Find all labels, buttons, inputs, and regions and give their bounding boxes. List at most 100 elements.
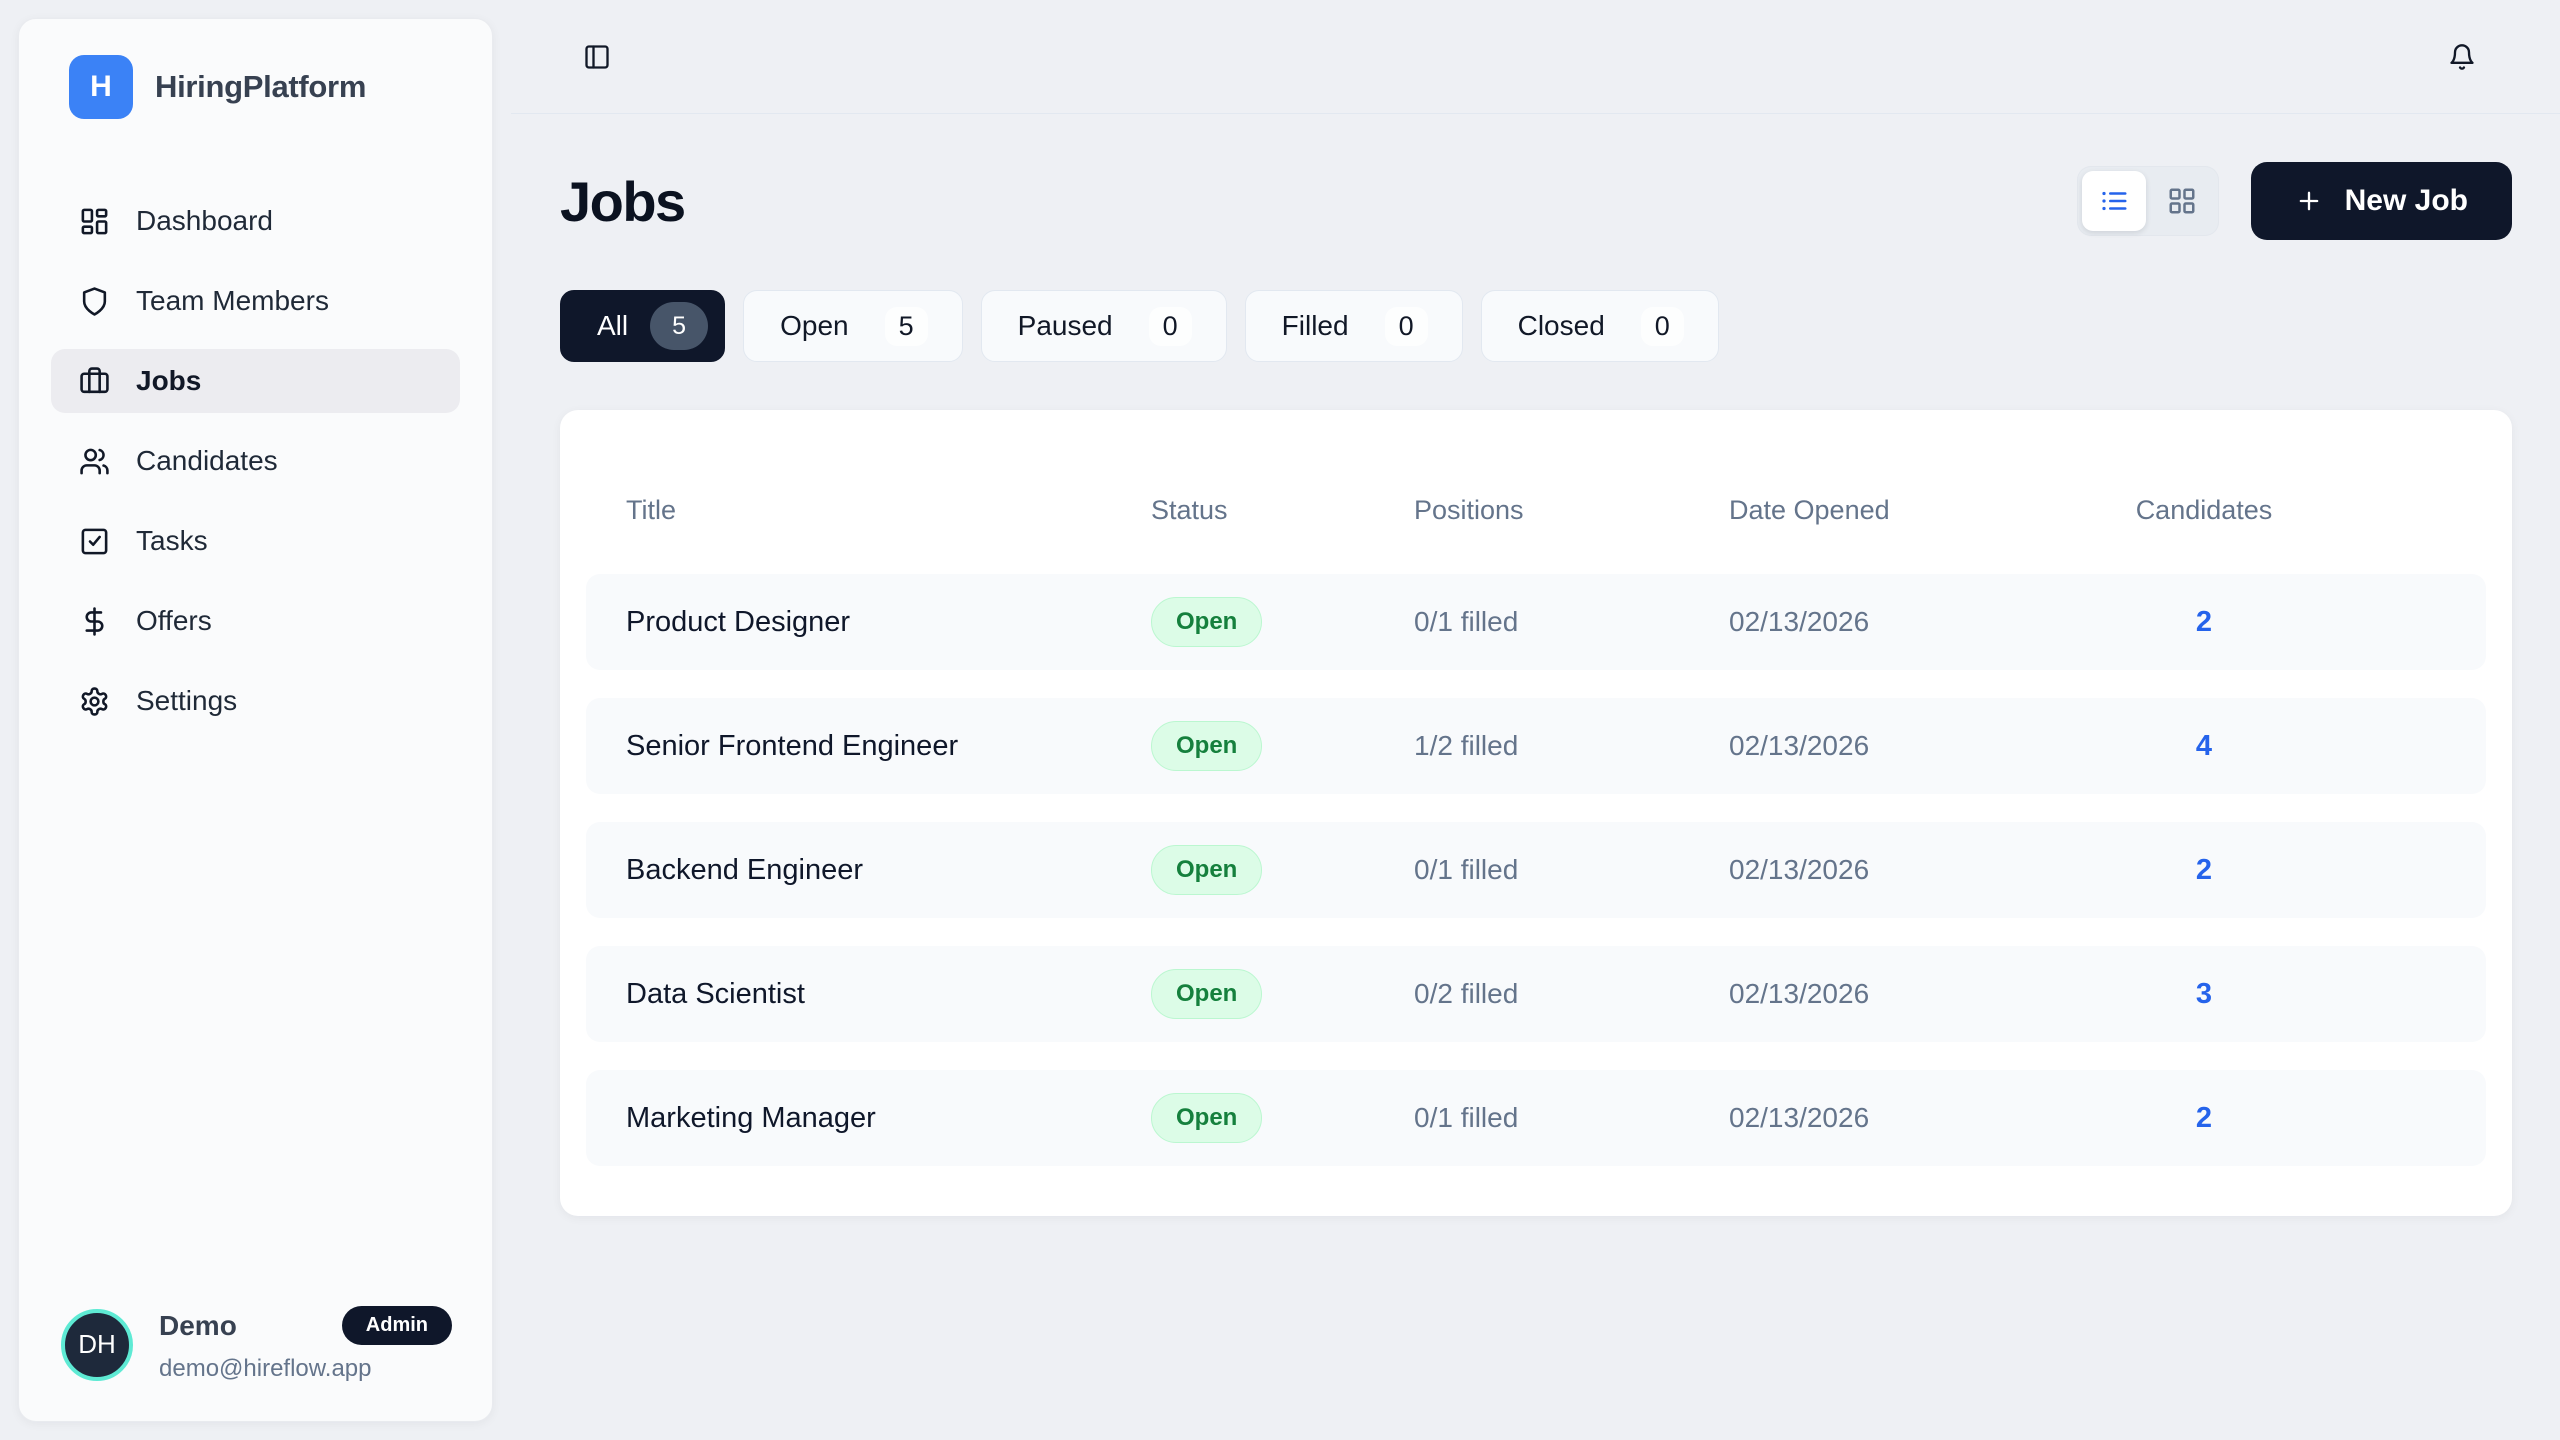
sidebar-item-label: Tasks — [136, 525, 208, 556]
jobs-table-card: Title Status Positions Date Opened Candidate… — [560, 410, 2512, 1216]
sidebar-item-offers[interactable]: Offers — [51, 589, 460, 653]
sidebar-nav: Dashboard Team Members Jobs Candidates T… — [51, 189, 460, 733]
main-area: Jobs New Job — [511, 0, 2560, 1440]
brand: H HiringPlatform — [51, 55, 460, 119]
user-email: demo@hireflow.app — [159, 1355, 372, 1382]
dollar-icon — [79, 606, 110, 637]
user-section[interactable]: DH Demo Admin demo@hireflow.app — [51, 1296, 460, 1385]
sidebar: H HiringPlatform Dashboard Team Members … — [18, 18, 493, 1422]
filter-all[interactable]: All 5 — [560, 290, 726, 362]
view-toggle — [2076, 166, 2219, 236]
job-date-opened: 02/13/2026 — [1729, 978, 1870, 1009]
filter-count-badge: 0 — [1148, 306, 1192, 346]
job-positions: 0/1 filled — [1414, 854, 1519, 885]
filter-count-badge: 0 — [1384, 306, 1428, 346]
job-candidates-count[interactable]: 3 — [2195, 977, 2213, 1010]
sidebar-item-tasks[interactable]: Tasks — [51, 509, 460, 573]
table-header: Title Status Positions Date Opened Candidate… — [586, 474, 2486, 546]
shield-icon — [79, 286, 110, 317]
sidebar-item-team-members[interactable]: Team Members — [51, 269, 460, 333]
user-info: Demo Admin demo@hireflow.app — [159, 1306, 452, 1383]
sidebar-item-label: Offers — [136, 605, 212, 636]
column-header-candidates: Candidates — [2135, 494, 2273, 525]
avatar: DH — [61, 1308, 133, 1381]
check-square-icon — [79, 526, 110, 557]
list-view-button[interactable] — [2081, 171, 2146, 231]
app-logo: H — [69, 55, 133, 119]
job-candidates-count[interactable]: 2 — [2195, 605, 2213, 638]
job-date-opened: 02/13/2026 — [1729, 606, 1870, 637]
job-positions: 0/1 filled — [1414, 1102, 1519, 1133]
filter-filled[interactable]: Filled 0 — [1244, 290, 1463, 362]
notifications-button[interactable] — [2440, 35, 2484, 79]
page-title: Jobs — [560, 169, 686, 233]
job-title: Data Scientist — [626, 977, 805, 1010]
list-icon — [2099, 186, 2129, 216]
briefcase-icon — [79, 366, 110, 397]
topbar — [511, 0, 2560, 114]
new-job-button[interactable]: New Job — [2250, 162, 2512, 240]
filter-count-badge: 5 — [884, 306, 928, 346]
job-date-opened: 02/13/2026 — [1729, 854, 1870, 885]
sidebar-item-label: Settings — [136, 685, 238, 716]
job-title: Backend Engineer — [626, 853, 863, 886]
filter-paused[interactable]: Paused 0 — [980, 290, 1227, 362]
bell-icon — [2448, 43, 2476, 71]
plus-icon — [2295, 187, 2323, 215]
table-row[interactable]: Data Scientist Open 0/2 filled 02/13/202… — [586, 946, 2486, 1042]
job-date-opened: 02/13/2026 — [1729, 1102, 1870, 1133]
status-filters: All 5 Open 5 Paused 0 Filled 0 Closed 0 — [560, 290, 2512, 362]
users-icon — [79, 446, 110, 477]
column-header-date-opened: Date Opened — [1729, 494, 1890, 525]
filter-closed[interactable]: Closed 0 — [1480, 290, 1719, 362]
grid-icon — [2167, 186, 2197, 216]
sidebar-item-label: Team Members — [136, 285, 329, 316]
table-row[interactable]: Product Designer Open 0/1 filled 02/13/2… — [586, 574, 2486, 670]
job-candidates-count[interactable]: 2 — [2195, 1101, 2213, 1134]
job-title: Senior Frontend Engineer — [626, 729, 959, 762]
sidebar-item-candidates[interactable]: Candidates — [51, 429, 460, 493]
sidebar-item-label: Dashboard — [136, 205, 273, 236]
gear-icon — [79, 686, 110, 717]
status-badge: Open — [1151, 1093, 1263, 1143]
job-title: Marketing Manager — [626, 1101, 876, 1134]
job-positions: 1/2 filled — [1414, 730, 1519, 761]
status-badge: Open — [1151, 969, 1263, 1019]
layout-dashboard-icon — [79, 206, 110, 237]
column-header-title: Title — [626, 494, 677, 525]
grid-view-button[interactable] — [2150, 171, 2214, 231]
job-title: Product Designer — [626, 605, 851, 638]
user-name: Demo — [159, 1309, 237, 1341]
status-badge: Open — [1151, 845, 1263, 895]
sidebar-item-settings[interactable]: Settings — [51, 669, 460, 733]
filter-count-badge: 0 — [1640, 306, 1684, 346]
job-positions: 0/1 filled — [1414, 606, 1519, 637]
sidebar-item-dashboard[interactable]: Dashboard — [51, 189, 460, 253]
table-row[interactable]: Backend Engineer Open 0/1 filled 02/13/2… — [586, 822, 2486, 918]
filter-label: Filled — [1281, 310, 1349, 341]
sidebar-item-label: Jobs — [136, 365, 202, 396]
filter-label: Closed — [1517, 310, 1605, 341]
jobs-table-body: Product Designer Open 0/1 filled 02/13/2… — [586, 574, 2486, 1166]
sidebar-toggle-button[interactable] — [575, 35, 619, 79]
status-badge: Open — [1151, 721, 1263, 771]
table-row[interactable]: Senior Frontend Engineer Open 1/2 filled… — [586, 698, 2486, 794]
job-date-opened: 02/13/2026 — [1729, 730, 1870, 761]
sidebar-item-label: Candidates — [136, 445, 278, 476]
table-row[interactable]: Marketing Manager Open 0/1 filled 02/13/… — [586, 1070, 2486, 1166]
job-candidates-count[interactable]: 2 — [2195, 853, 2213, 886]
app-title: HiringPlatform — [155, 69, 367, 104]
job-candidates-count[interactable]: 4 — [2195, 729, 2213, 762]
filter-label: Open — [780, 310, 849, 341]
filter-label: Paused — [1017, 310, 1113, 341]
panel-left-icon — [583, 43, 611, 71]
filter-count-badge: 5 — [650, 302, 709, 350]
page-content: Jobs New Job — [511, 114, 2560, 1216]
column-header-status: Status — [1151, 494, 1228, 525]
job-positions: 0/2 filled — [1414, 978, 1519, 1009]
filter-open[interactable]: Open 5 — [743, 290, 963, 362]
status-badge: Open — [1151, 597, 1263, 647]
sidebar-item-jobs[interactable]: Jobs — [51, 349, 460, 413]
filter-label: All — [597, 310, 629, 341]
